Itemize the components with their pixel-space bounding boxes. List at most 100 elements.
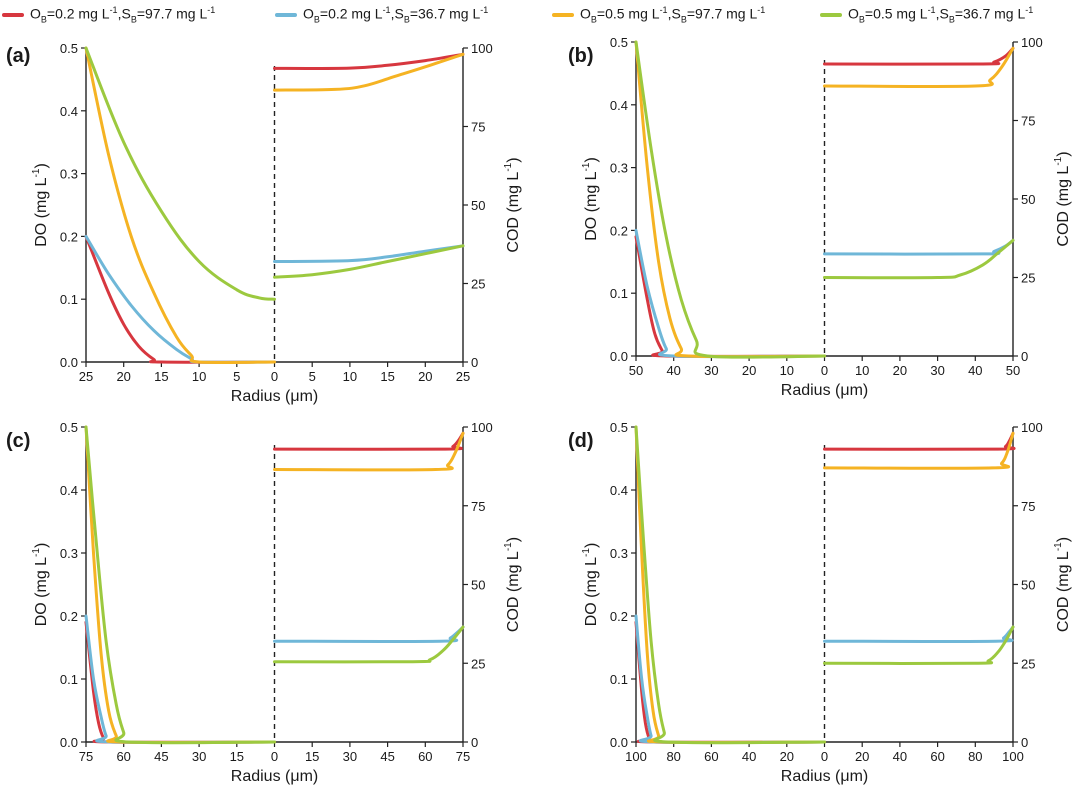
x-tick-label: 20 [116,369,130,384]
y-tick-label-right: 25 [1021,656,1035,671]
y-tick-label-right: 0 [471,355,478,370]
cod-series-line [273,625,465,643]
y-tick-label-right: 100 [1021,420,1043,435]
legend-label: OB=0.2 mg L-1,SB=36.7 mg L-1 [303,5,489,25]
x-tick-label: 10 [192,369,206,384]
y-tick-label-left: 0.5 [60,41,78,56]
x-tick-label: 60 [116,749,130,764]
do-series-line [634,425,826,744]
cod-series-line [273,625,465,664]
chart-panel: (c)75 60 45 30 15 0 15 30 45 60 750.00.10.20.30.40… [6,420,522,785]
y-tick-label-left: 0.1 [60,292,78,307]
do-series-line [634,425,826,745]
cod-series-line [823,625,1015,665]
legend-swatch [275,13,297,17]
x-tick-label: 0 [821,749,828,764]
x-tick-label: 20 [855,749,869,764]
panel-label: (a) [6,45,30,67]
y-tick-label-left: 0.4 [610,98,628,113]
cod-series-line [273,52,465,92]
y-tick-label-right: 50 [471,198,485,213]
x-tick-label: 15 [154,369,168,384]
y-axis-label-right: COD (mg L-1) [1053,151,1072,246]
y-tick-label-left: 0.4 [610,483,628,498]
do-series-line [84,614,276,744]
y-tick-label-left: 0.4 [60,483,78,498]
x-tick-label: 15 [230,749,244,764]
legend-swatch [2,13,24,17]
x-tick-label: 50 [629,363,643,378]
x-tick-label: 15 [305,749,319,764]
x-tick-label: 25 [79,369,93,384]
y-tick-label-left: 0.2 [610,609,628,624]
do-series-line [84,46,276,301]
y-tick-label-right: 25 [471,656,485,671]
do-series-line [84,234,276,364]
y-tick-label-right: 25 [471,277,485,292]
y-tick-label-right: 100 [1021,35,1043,50]
y-tick-label-left: 0.3 [60,167,78,182]
x-tick-label: 30 [704,363,718,378]
x-tick-label: 30 [343,749,357,764]
y-axis-label-right: COD (mg L-1) [503,157,522,252]
legend-item: OB=0.2 mg L-1,SB=36.7 mg L-1 [275,4,488,26]
y-tick-label-left: 0.0 [610,349,628,364]
legend-label: OB=0.2 mg L-1,SB=97.7 mg L-1 [30,5,216,25]
do-series-line [634,40,826,359]
y-tick-label-right: 75 [1021,499,1035,514]
y-tick-label-right: 75 [1021,114,1035,129]
cod-series-line [273,244,465,263]
y-tick-label-right: 0 [471,735,478,750]
legend-swatch [552,13,574,17]
x-tick-label: 40 [968,363,982,378]
cod-series-line [273,52,465,70]
y-tick-label-right: 25 [1021,271,1035,286]
x-tick-label: 0 [271,749,278,764]
y-tick-label-right: 50 [471,578,485,593]
x-tick-label: 30 [930,363,944,378]
y-axis-label-left: DO (mg L-1) [31,543,50,627]
y-tick-label-right: 50 [1021,192,1035,207]
legend-item: OB=0.5 mg L-1,SB=97.7 mg L-1 [552,4,765,26]
x-tick-label: 45 [154,749,168,764]
x-tick-label: 40 [893,749,907,764]
do-series-line [634,40,826,359]
x-axis-label: Radius (μm) [231,768,318,785]
cod-series-line [273,431,465,472]
legend-item: OB=0.2 mg L-1,SB=97.7 mg L-1 [2,4,215,26]
cod-series-line [823,238,1015,280]
x-tick-label: 10 [343,369,357,384]
x-tick-label: 10 [855,363,869,378]
x-tick-label: 100 [1002,749,1024,764]
chart-panel: (b)50 40 30 20 10 0 10 20 30 40 500.00.10.20.30.40… [568,35,1072,399]
cod-series-line [273,244,465,279]
legend-label: OB=0.5 mg L-1,SB=97.7 mg L-1 [580,5,766,25]
chart-panel: (a)25 20 15 10 5 0 5 10 15 20 250.00.10.20.30.40.5… [6,41,522,405]
y-tick-label-left: 0.3 [610,546,628,561]
y-axis-label-right: COD (mg L-1) [1053,537,1072,632]
legend-swatch [820,13,842,17]
x-tick-label: 5 [309,369,316,384]
x-axis-label: Radius (μm) [781,382,868,399]
y-tick-label-left: 0.5 [610,35,628,50]
chart-panel: (d)100 80 60 40 20 0 20 40 60 80 1000.00.10.20.30.… [568,420,1072,785]
x-tick-label: 0 [271,369,278,384]
do-series-line [634,620,826,744]
y-tick-label-right: 100 [471,420,493,435]
x-tick-label: 20 [418,369,432,384]
panel-label: (b) [568,45,594,67]
y-axis-label-right: COD (mg L-1) [503,537,522,632]
cod-series-line [273,431,465,451]
do-series-line [634,614,826,744]
x-tick-label: 30 [192,749,206,764]
x-tick-label: 100 [625,749,647,764]
x-axis-label: Radius (μm) [781,768,868,785]
y-tick-label-left: 0.2 [610,223,628,238]
cod-series-line [823,431,1015,470]
y-tick-label-left: 0.3 [610,161,628,176]
y-axis-label-left: DO (mg L-1) [581,543,600,627]
y-tick-label-left: 0.5 [610,420,628,435]
x-tick-label: 45 [380,749,394,764]
legend-label: OB=0.5 mg L-1,SB=36.7 mg L-1 [848,5,1034,25]
y-tick-label-left: 0.4 [60,104,78,119]
